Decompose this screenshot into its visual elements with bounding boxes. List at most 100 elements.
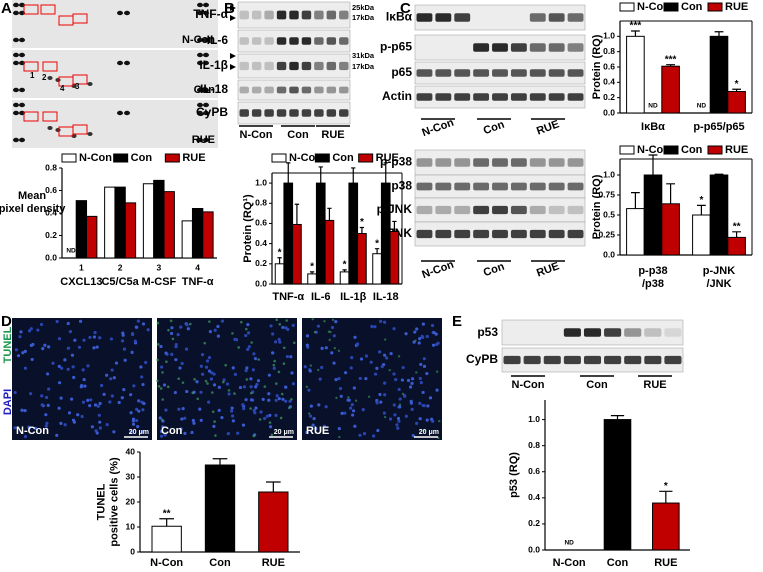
- bar: [204, 464, 236, 553]
- nucleus: [60, 366, 64, 370]
- nucleus: [261, 397, 265, 401]
- highlight-box: [72, 13, 88, 24]
- nucleus: [170, 352, 174, 356]
- nucleus: [422, 357, 426, 361]
- nucleus: [351, 413, 355, 417]
- nucleus: [389, 351, 393, 356]
- error-bar: [732, 88, 741, 92]
- nucleus: [185, 389, 189, 394]
- highlight-box: [23, 111, 39, 122]
- lane-label: Con: [287, 129, 309, 141]
- x-tick-label: N-Con: [553, 557, 586, 569]
- nucleus: [392, 403, 396, 407]
- band: [473, 205, 490, 215]
- band: [239, 109, 249, 117]
- nucleus: [222, 378, 226, 382]
- highlight-box: [42, 111, 58, 122]
- y-tick-label: 0.0: [603, 107, 615, 117]
- nucleus: [212, 372, 216, 376]
- image-label: Con: [161, 425, 183, 437]
- spot: [197, 10, 203, 16]
- spot: [197, 110, 203, 116]
- band: [276, 10, 287, 20]
- bar: [274, 263, 285, 285]
- spot-number: 2: [42, 73, 47, 82]
- band: [314, 10, 324, 20]
- bar: [643, 174, 663, 256]
- nucleus: [130, 350, 134, 354]
- nucleus: [320, 346, 324, 350]
- nucleus: [30, 357, 34, 362]
- nucleus: [305, 343, 309, 347]
- nucleus: [63, 358, 67, 362]
- panel-letter: B: [224, 0, 235, 17]
- tunel-signal: [282, 362, 286, 365]
- nucleus: [183, 431, 187, 435]
- tunel-signal: [401, 392, 405, 396]
- nucleus: [47, 387, 51, 391]
- x-tick-label: /p38: [642, 278, 664, 290]
- significance: *: [735, 79, 739, 90]
- tunel-signal: [328, 338, 331, 342]
- nucleus: [372, 434, 376, 438]
- nucleus: [340, 411, 344, 415]
- nucleus: [212, 383, 217, 387]
- tunel-signal: [335, 396, 338, 400]
- y-tick-label: 0.6: [45, 185, 57, 195]
- bar: [86, 215, 98, 259]
- nucleus: [66, 367, 70, 371]
- image-label: N-Con: [16, 425, 49, 437]
- band: [314, 109, 324, 117]
- band: [301, 86, 312, 94]
- band: [543, 355, 561, 365]
- tunel-signal: [191, 391, 195, 395]
- band: [529, 69, 546, 77]
- band: [503, 355, 521, 365]
- y-tick-label: 40: [126, 446, 136, 456]
- legend-label: RUE: [725, 144, 748, 156]
- nucleus: [134, 325, 138, 329]
- spot: [87, 132, 93, 136]
- band: [548, 229, 565, 239]
- nucleus: [242, 407, 246, 411]
- nucleus: [358, 433, 362, 437]
- tunel-signal: [388, 368, 391, 372]
- nucleus: [231, 419, 235, 423]
- nucleus: [338, 386, 343, 391]
- nucleus: [425, 334, 429, 339]
- band: [435, 93, 452, 101]
- nucleus: [135, 418, 139, 423]
- nucleus: [40, 403, 44, 407]
- nucleus: [205, 359, 210, 363]
- y-tick-label: 0.75: [598, 189, 615, 199]
- bar: [603, 419, 632, 551]
- band: [454, 93, 471, 101]
- highlight-box: [42, 61, 58, 72]
- tunel-signal: [227, 389, 231, 392]
- tunel-signal: [250, 391, 253, 395]
- band: [276, 109, 287, 117]
- panel-letter: E: [452, 313, 462, 330]
- band: [510, 182, 527, 191]
- nucleus: [29, 343, 33, 347]
- nucleus: [92, 335, 97, 339]
- nucleus: [431, 343, 436, 347]
- nucleus: [418, 417, 422, 421]
- band: [264, 109, 274, 117]
- tunel-signal: [327, 330, 331, 333]
- nucleus: [322, 424, 326, 428]
- band: [644, 355, 662, 365]
- nucleus: [70, 397, 74, 401]
- nucleus: [353, 424, 357, 428]
- bar: [348, 182, 359, 285]
- legend-label: RUE: [376, 152, 399, 164]
- bar: [709, 35, 729, 114]
- nucleus: [244, 398, 248, 402]
- y-tick-label: 0.8: [603, 46, 615, 56]
- nucleus: [281, 325, 285, 330]
- nucleus: [173, 390, 177, 395]
- x-tick-label: /JNK: [706, 278, 731, 290]
- band: [289, 86, 299, 94]
- tunel-signal: [290, 397, 293, 401]
- nucleus: [13, 390, 17, 395]
